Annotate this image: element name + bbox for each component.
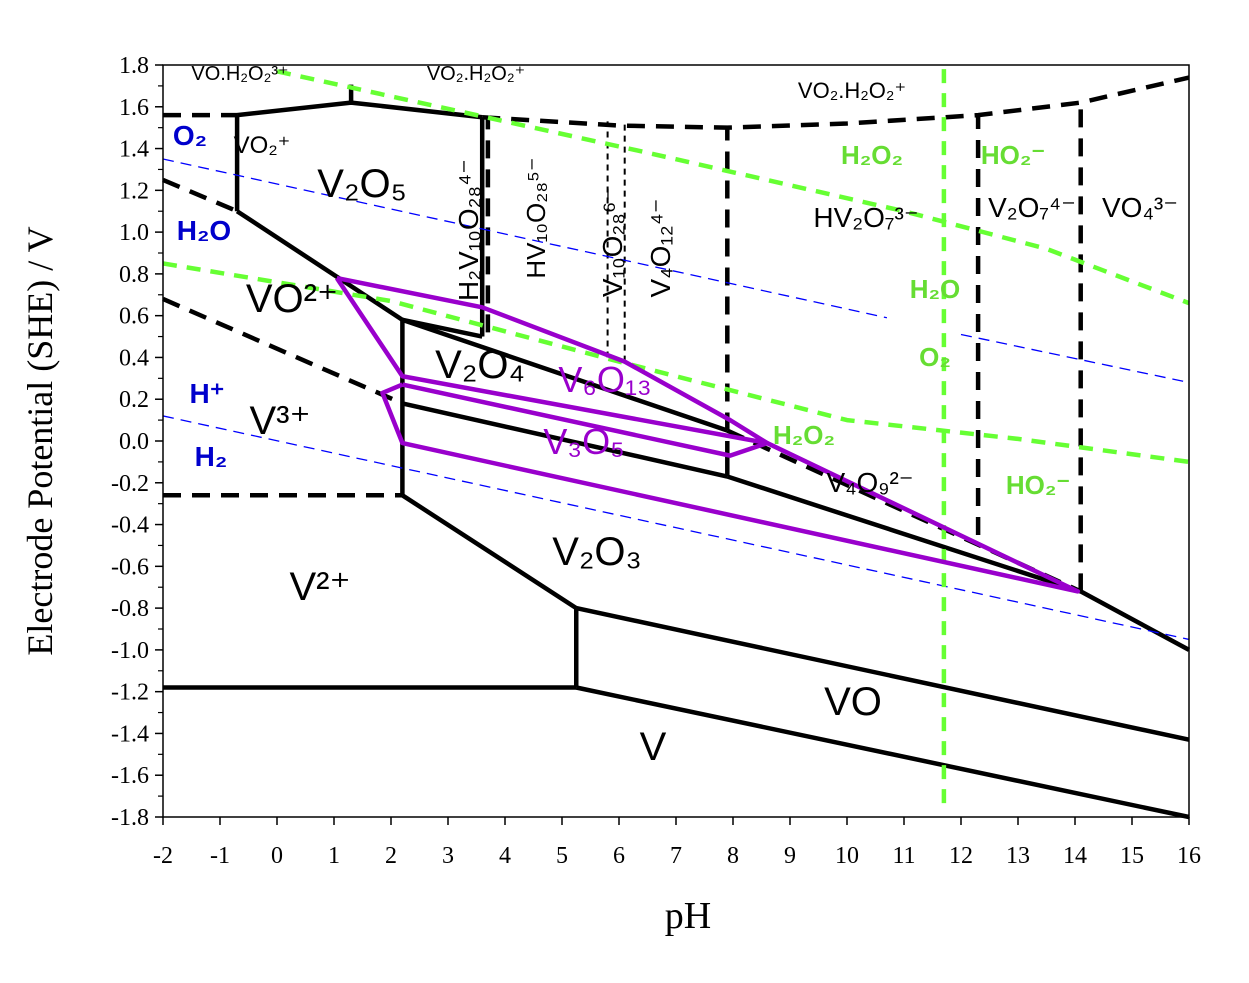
boundary-line-solid-black-6: [401, 401, 728, 479]
x-tick-label: 16: [1177, 843, 1201, 869]
label-h2o2-top: H₂O₂: [841, 140, 903, 170]
label-v: V: [640, 725, 667, 769]
label-vo2-h2o2-right: VO₂.H₂O₂⁺: [798, 78, 906, 103]
label-h2o2-mid: H₂O₂: [773, 420, 835, 450]
label-h2o-green: H₂O: [910, 274, 961, 304]
y-tick-label: 1.2: [119, 178, 149, 204]
y-tick-label: 0.0: [119, 429, 149, 455]
label-v4o12: V₄O₁₂⁴⁻: [645, 198, 676, 297]
x-tick-label: 1: [328, 843, 340, 869]
boundary-line-solid-purple-35: [334, 275, 770, 446]
label-v2plus: V²⁺: [289, 565, 350, 609]
label-vo2plus: VO²⁺: [246, 277, 338, 321]
label-v4o9: V₄O₉²⁻: [826, 467, 913, 498]
boundary-line-dashed-blue-29: [162, 415, 1190, 641]
x-tick-label: 4: [499, 843, 511, 869]
x-tick-label: -1: [210, 843, 230, 869]
label-v2o3: V₂O₃: [552, 530, 642, 574]
y-tick-label: 1.6: [119, 95, 149, 121]
y-tick-label: -1.2: [111, 680, 149, 706]
boundary-line-solid-black-11: [235, 209, 404, 322]
x-axis-title: pH: [665, 895, 711, 937]
label-vo-h2o2: VO.H₂O₂³⁺: [191, 63, 288, 85]
label-vo2plus-ox: VO₂⁺: [234, 132, 291, 159]
x-tick-label: 15: [1120, 843, 1144, 869]
axis-ticks: -2 -1 0 1 2 3 4 5 6 7 8 9 10 11 12 13 14 15 16-1.8-1.6-1.4…: [111, 53, 1201, 869]
y-axis-title: Electrode Potential (SHE) / V: [20, 226, 60, 655]
x-tick-label: 13: [1006, 843, 1030, 869]
boundary-line-solid-black-9: [1079, 589, 1191, 652]
x-tick-label: 6: [613, 843, 625, 869]
boundary-line-solid-black-8: [726, 474, 1082, 594]
y-tick-label: 1.0: [119, 220, 149, 246]
y-tick-label: 0.8: [119, 262, 149, 288]
label-vo2-h2o2-left: VO₂.H₂O₂⁺: [427, 63, 525, 85]
x-tick-label: 10: [835, 843, 859, 869]
y-tick-label: -1.4: [111, 721, 149, 747]
label-h2: H₂: [195, 441, 228, 472]
y-tick-label: -0.6: [111, 554, 149, 580]
label-h2v10o28: H₂V₁₀O₂₈⁴⁻: [453, 159, 484, 301]
label-v3plus: V³⁺: [249, 399, 310, 443]
y-tick-label: -0.4: [111, 513, 149, 539]
boundary-line-solid-black-2: [575, 685, 1190, 820]
y-tick-label: -1.8: [111, 805, 149, 831]
label-hv2o7: HV₂O₇³⁻: [813, 202, 918, 233]
y-tick-label: 0.6: [119, 304, 149, 330]
y-tick-label: 1.8: [119, 53, 149, 79]
x-tick-label: -2: [153, 843, 173, 869]
y-tick-label: 0.2: [119, 387, 149, 413]
x-tick-label: 2: [385, 843, 397, 869]
y-tick-label: -1.6: [111, 763, 149, 789]
label-v2o4: V₂O₄: [435, 343, 525, 387]
label-hv10o28: HV₁₀O₂₈⁵⁻: [521, 157, 551, 278]
boundary-line-dashed-black-17: [162, 296, 404, 406]
x-tick-label: 9: [784, 843, 796, 869]
x-tick-label: 5: [556, 843, 568, 869]
y-tick-label: -0.8: [111, 596, 149, 622]
label-v2o7: V₂O₇⁴⁻: [988, 192, 1076, 223]
x-tick-label: 3: [442, 843, 454, 869]
x-tick-label: 11: [892, 843, 915, 869]
x-tick-label: 7: [670, 843, 682, 869]
x-tick-label: 12: [949, 843, 973, 869]
boundary-line-solid-black-12: [401, 317, 483, 339]
label-v3o5: V₃O₅: [543, 421, 624, 462]
boundary-line-dashed-green-32: [162, 261, 1190, 465]
boundary-line-solid-purple-36: [380, 382, 1081, 594]
label-ho2-top: HO₂⁻: [981, 140, 1045, 170]
label-v2o5: V₂O₅: [317, 162, 406, 206]
boundary-line-solid-black-10: [401, 317, 729, 433]
label-v10o28: V₁₀O₂₈⁶⁻: [597, 187, 628, 297]
boundary-line-dashed-black-18: [162, 177, 238, 214]
label-v6o13: V₆O₁₃: [558, 359, 651, 400]
y-tick-label: 1.4: [119, 137, 149, 163]
plot-lines: [162, 69, 1191, 820]
boundary-line-dashed-black-21: [482, 75, 1190, 130]
boundary-line-dashed-blue-30: [162, 158, 888, 319]
label-ho2-bottom: HO₂⁻: [1006, 470, 1070, 500]
y-tick-label: 0.4: [119, 345, 149, 371]
label-hplus: H⁺: [190, 378, 225, 409]
boundary-line-solid-black-3: [575, 605, 1190, 742]
boundary-line-solid-black-4: [401, 493, 578, 610]
y-tick-label: -1.0: [111, 638, 149, 664]
x-tick-label: 14: [1063, 843, 1087, 869]
label-vo4: VO₄³⁻: [1102, 192, 1178, 223]
label-o2-green: O₂: [919, 342, 951, 372]
x-tick-label: 0: [271, 843, 283, 869]
label-vo: VO: [824, 680, 882, 724]
boundary-line-dashed-blue-31: [960, 333, 1190, 384]
label-h2o: H₂O: [177, 215, 231, 246]
boundary-line-dashed-green-33: [276, 69, 1190, 306]
y-tick-label: -0.2: [111, 471, 149, 497]
x-tick-label: 8: [727, 843, 739, 869]
label-o2: O₂: [173, 120, 207, 151]
